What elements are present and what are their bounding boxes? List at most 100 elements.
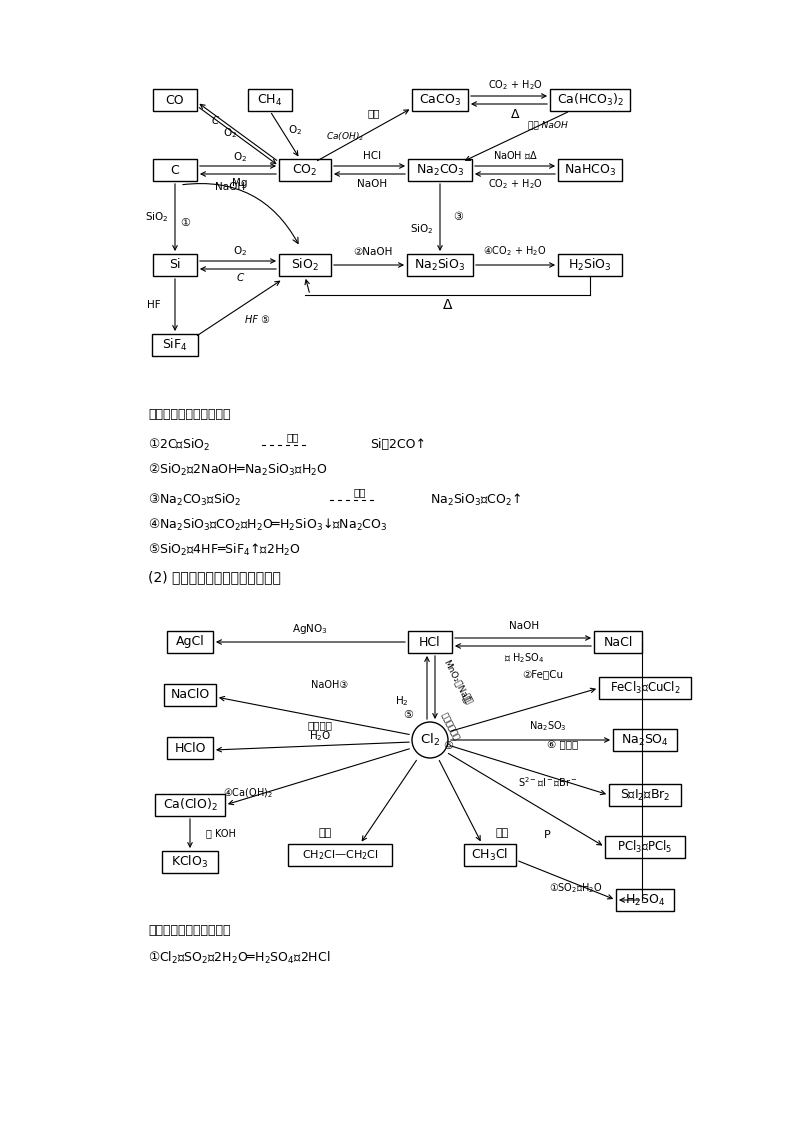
Text: 点燃: 点燃 (461, 692, 474, 706)
Bar (464, 844, 516, 866)
Text: H$_2$SO$_4$: H$_2$SO$_4$ (625, 892, 665, 908)
Bar (248, 89, 292, 111)
Text: ③: ③ (453, 213, 463, 223)
Text: ⑥ 氧化性: ⑥ 氧化性 (547, 740, 578, 751)
Bar (279, 254, 331, 276)
Bar (408, 631, 452, 653)
Text: ⑥: ⑥ (443, 741, 453, 751)
Text: NaOH: NaOH (358, 179, 387, 189)
Text: NaOH 或$\Delta$: NaOH 或$\Delta$ (493, 149, 538, 161)
Text: 图中标号的化学方程式：: 图中标号的化学方程式： (148, 924, 230, 936)
Text: Si: Si (170, 258, 181, 272)
Text: Mg: Mg (232, 178, 248, 188)
Text: C: C (170, 163, 179, 177)
Bar (279, 158, 331, 181)
Text: $\Delta$: $\Delta$ (510, 108, 520, 120)
Text: CO$_2$ + H$_2$O: CO$_2$ + H$_2$O (487, 78, 542, 92)
Bar (550, 89, 630, 111)
Text: Na$_2$SO$_3$: Na$_2$SO$_3$ (529, 719, 566, 732)
Text: AgCl: AgCl (176, 635, 204, 649)
Bar (613, 729, 677, 751)
Text: S、I$_2$、Br$_2$: S、I$_2$、Br$_2$ (620, 788, 670, 803)
Text: ⑤: ⑤ (403, 710, 413, 720)
Text: Na$_2$SiO$_3$＋CO$_2$↑: Na$_2$SiO$_3$＋CO$_2$↑ (430, 492, 521, 508)
Text: Ca(HCO$_3$)$_2$: Ca(HCO$_3$)$_2$ (557, 92, 623, 108)
Text: P: P (544, 830, 551, 840)
Text: O$_2$: O$_2$ (289, 123, 302, 137)
Text: NaCl: NaCl (603, 635, 633, 649)
Text: Na$_2$CO$_3$: Na$_2$CO$_3$ (416, 163, 464, 178)
Text: ④CO$_2$ + H$_2$O: ④CO$_2$ + H$_2$O (483, 245, 546, 258)
Text: 浓 KOH: 浓 KOH (206, 829, 236, 839)
Text: CO$_2$ + H$_2$O: CO$_2$ + H$_2$O (487, 177, 542, 191)
Text: 加成: 加成 (318, 827, 332, 838)
Text: Si＋2CO↑: Si＋2CO↑ (370, 438, 426, 452)
Text: 歧化反应: 歧化反应 (307, 720, 333, 730)
Bar (412, 89, 468, 111)
Text: CH$_4$: CH$_4$ (258, 93, 282, 108)
Text: ①Cl$_2$＋SO$_2$＋2H$_2$O═H$_2$SO$_4$＋2HCl: ①Cl$_2$＋SO$_2$＋2H$_2$O═H$_2$SO$_4$＋2HCl (148, 950, 330, 966)
Text: ②SiO$_2$＋2NaOH═Na$_2$SiO$_3$＋H$_2$O: ②SiO$_2$＋2NaOH═Na$_2$SiO$_3$＋H$_2$O (148, 462, 328, 478)
Text: CH$_3$Cl: CH$_3$Cl (471, 847, 509, 863)
Text: KClO$_3$: KClO$_3$ (171, 854, 209, 871)
Text: ⑤SiO$_2$＋4HF═SiF$_4$↑＋2H$_2$O: ⑤SiO$_2$＋4HF═SiF$_4$↑＋2H$_2$O (148, 542, 301, 558)
Text: ④Na$_2$SiO$_3$＋CO$_2$＋H$_2$O═H$_2$SiO$_3$↓＋Na$_2$CO$_3$: ④Na$_2$SiO$_3$＋CO$_2$＋H$_2$O═H$_2$SiO$_3… (148, 517, 387, 533)
Text: 取代: 取代 (495, 827, 509, 838)
Text: Na$_2$SO$_4$: Na$_2$SO$_4$ (621, 732, 669, 747)
Text: SiF$_4$: SiF$_4$ (162, 337, 188, 353)
Bar (152, 334, 198, 355)
Text: CO: CO (166, 94, 184, 106)
Text: ①: ① (180, 217, 190, 228)
Text: CH$_2$Cl—CH$_2$Cl: CH$_2$Cl—CH$_2$Cl (302, 848, 378, 861)
Text: HCl: HCl (419, 635, 441, 649)
Text: 浓 H$_2$SO$_4$: 浓 H$_2$SO$_4$ (504, 651, 544, 664)
Text: $\Delta$: $\Delta$ (442, 298, 453, 312)
Bar (594, 631, 642, 653)
Text: HF ⑤: HF ⑤ (245, 315, 270, 325)
Bar (155, 794, 225, 816)
Text: NaOH: NaOH (215, 182, 245, 192)
Text: 高温: 高温 (286, 432, 299, 441)
Text: Ca(ClO)$_2$: Ca(ClO)$_2$ (162, 797, 218, 813)
Text: MnO₂、Na、: MnO₂、Na、 (442, 658, 472, 704)
Text: PCl$_3$、PCl$_5$: PCl$_3$、PCl$_5$ (618, 839, 673, 855)
Text: H$_2$: H$_2$ (395, 694, 409, 708)
Text: Na$_2$SiO$_3$: Na$_2$SiO$_3$ (414, 257, 466, 273)
Text: ④Ca(OH)$_2$: ④Ca(OH)$_2$ (223, 787, 273, 800)
Bar (408, 158, 472, 181)
Text: Cl$_2$: Cl$_2$ (420, 732, 440, 748)
Text: H$_2$SiO$_3$: H$_2$SiO$_3$ (568, 257, 612, 273)
Bar (164, 684, 216, 706)
Text: 过量 NaOH: 过量 NaOH (528, 120, 568, 129)
Text: ③Na$_2$CO$_3$＋SiO$_2$: ③Na$_2$CO$_3$＋SiO$_2$ (148, 492, 241, 508)
Text: SiO$_2$: SiO$_2$ (410, 223, 434, 237)
Bar (288, 844, 392, 866)
Text: AgNO$_3$: AgNO$_3$ (292, 621, 328, 636)
Text: NaHCO$_3$: NaHCO$_3$ (564, 163, 616, 178)
Bar (153, 89, 197, 111)
Bar (407, 254, 473, 276)
Bar (609, 784, 681, 806)
Text: ②NaOH: ②NaOH (353, 247, 392, 257)
Text: NaOH③: NaOH③ (311, 680, 349, 691)
Text: O$_2$: O$_2$ (223, 126, 237, 140)
Text: NaOH: NaOH (509, 621, 539, 631)
Text: ①2C＋SiO$_2$: ①2C＋SiO$_2$ (148, 437, 210, 453)
Bar (153, 254, 197, 276)
Text: 高温: 高温 (367, 108, 380, 118)
Text: SiO$_2$: SiO$_2$ (146, 211, 169, 224)
Text: NaClO: NaClO (170, 688, 210, 702)
Text: CaCO$_3$: CaCO$_3$ (419, 93, 461, 108)
Text: H$_2$O: H$_2$O (309, 729, 331, 743)
Text: CO$_2$: CO$_2$ (292, 163, 318, 178)
Text: Ca(OH)$_2$: Ca(OH)$_2$ (326, 131, 365, 144)
Text: O$_2$: O$_2$ (233, 151, 247, 164)
Bar (558, 158, 622, 181)
Text: S$^{2-}$、I$^-$、Br$^-$: S$^{2-}$、I$^-$、Br$^-$ (518, 775, 578, 789)
Text: HClO: HClO (174, 741, 206, 755)
Bar (605, 837, 685, 858)
Text: FeCl$_3$、CuCl$_2$: FeCl$_3$、CuCl$_2$ (610, 680, 680, 696)
Text: 高温: 高温 (354, 487, 366, 497)
Text: 电解（溶液）: 电解（溶液） (439, 711, 461, 741)
Bar (167, 737, 213, 758)
